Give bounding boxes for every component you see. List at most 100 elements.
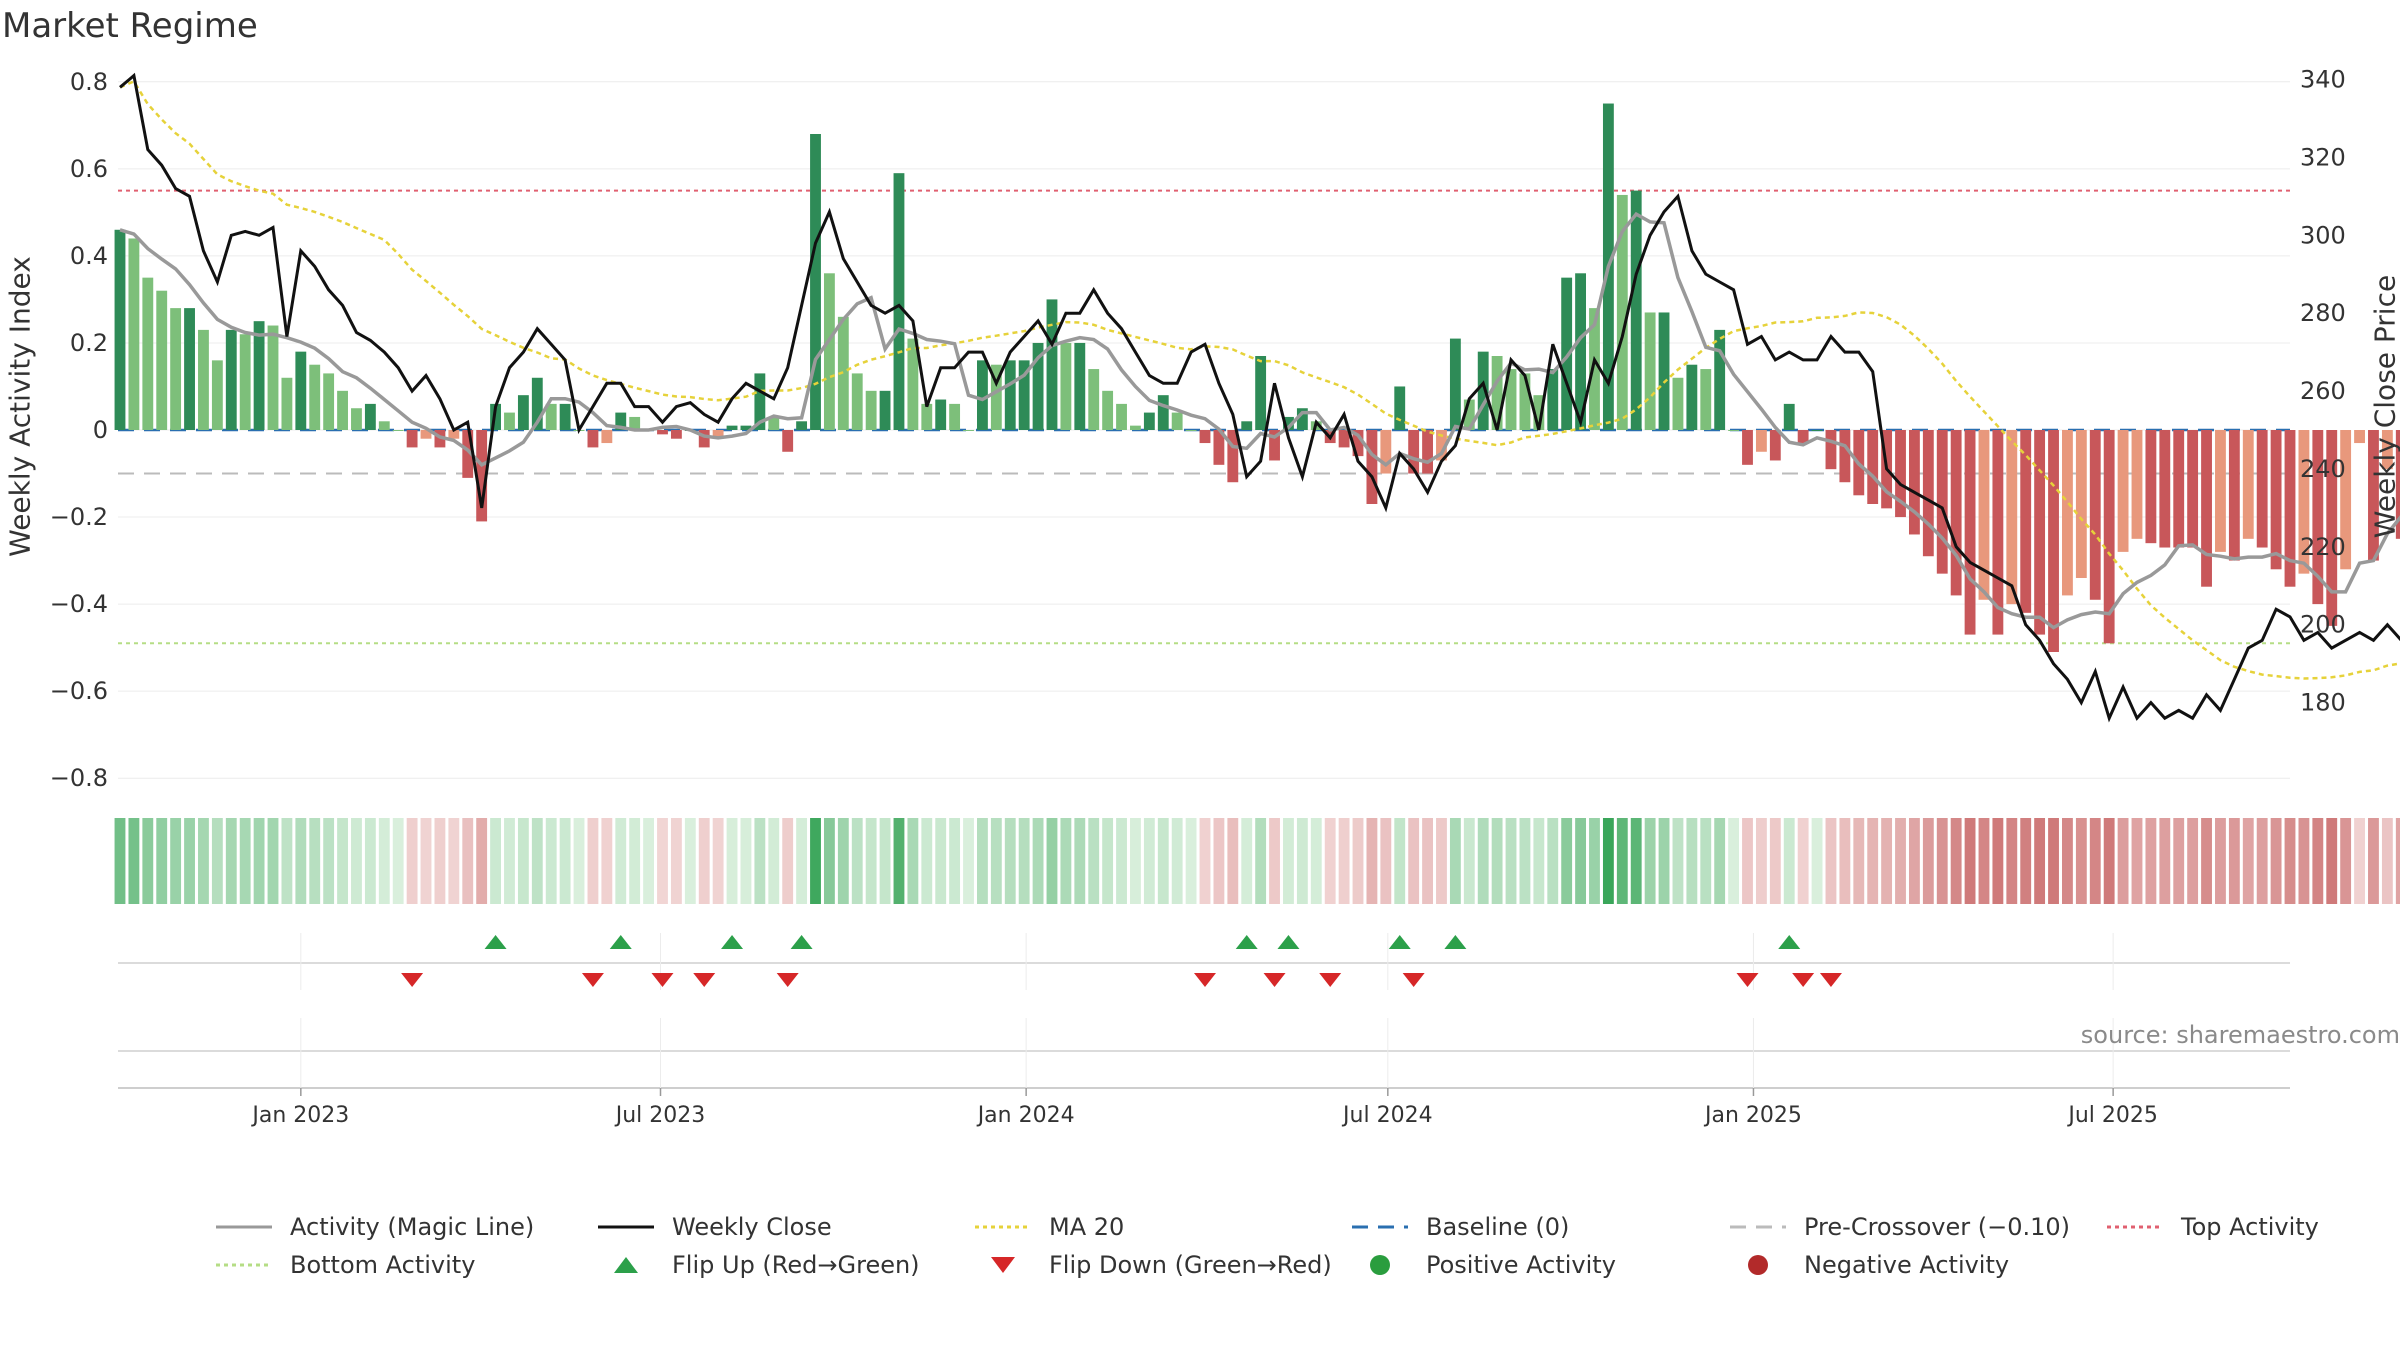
heat-cell [1978,818,1990,904]
heat-cell [1157,818,1169,904]
heat-cell [1853,818,1865,904]
activity-bar [1408,430,1420,474]
heat-cell [740,818,752,904]
heat-cell [1547,818,1559,904]
heat-cell [782,818,794,904]
heat-cell [2048,818,2059,904]
flip-up-marker [1444,935,1467,949]
activity-bar [1213,430,1225,465]
legend-item-precrossover: Pre-Crossover (−0.10) [1730,1212,2070,1242]
activity-bar [2187,430,2199,548]
heat-cell [253,818,265,904]
activity-bar [1463,399,1475,430]
activity-bar [2020,430,2032,613]
heat-cell [1046,818,1058,904]
activity-bar [670,430,682,439]
activity-bar [921,403,933,430]
heat-cell [1171,818,1183,904]
activity-bar [128,238,140,430]
activity-bar [1658,312,1670,430]
heat-cell [1060,818,1072,904]
heat-cell [629,818,641,904]
heat-cell [1602,818,1614,904]
dotted-yellow-line-icon [975,1225,1031,1229]
heat-cell [837,818,849,904]
heat-cell [1950,818,1962,904]
activity-bar [1992,430,2004,635]
activity-bar [1547,369,1559,430]
activity-bar [615,412,627,430]
activity-bar [1255,356,1267,430]
legend-label: Activity (Magic Line) [290,1213,535,1241]
heat-cell [1394,818,1406,904]
activity-bar [893,173,905,431]
activity-bar [1074,342,1086,430]
flip-down-marker [401,973,424,987]
green-dot-icon [1370,1255,1390,1275]
activity-bar [2340,430,2352,570]
heat-cell [1755,818,1767,904]
activity-bar [504,412,515,430]
activity-bar [2312,430,2324,605]
legend-label: Top Activity [2181,1213,2319,1241]
activity-bar [1032,342,1044,430]
flip-down-marker [776,973,799,987]
y-axis-label-right: Weekly Close Price [2368,274,2400,539]
activity-bar [198,329,209,430]
heat-cell [893,818,905,904]
heat-cell [1895,818,1906,904]
flip-up-marker [1778,935,1801,949]
y-tick-label-right: 180 [2300,689,2346,717]
heat-cell [2312,818,2324,904]
heat-cell [1310,818,1322,904]
heat-cell [823,818,835,904]
heat-cell [531,818,543,904]
activity-bar [851,373,863,430]
legend-label: Positive Activity [1426,1251,1616,1279]
activity-bar [796,421,808,430]
heat-cell [1199,818,1211,904]
legend-item-weekly-close: Weekly Close [598,1212,832,1242]
activity-bar [1436,430,1447,461]
activity-bar [156,290,168,430]
activity-bar [2159,430,2171,548]
activity-bar [1422,430,1433,474]
activity-bar [211,360,223,430]
heat-cell [1881,818,1893,904]
activity-bar [1714,329,1726,430]
activity-bar [1018,360,1030,430]
y-tick-label-right: 260 [2300,377,2346,405]
heat-cell [1700,818,1712,904]
activity-bar [1157,395,1169,430]
activity-bar [545,403,557,430]
heat-cell [1352,818,1364,904]
heat-cell [1783,818,1795,904]
heat-cell [1088,818,1100,904]
heat-cell [1366,818,1378,904]
activity-bar [1477,351,1489,430]
activity-bar [1199,430,1211,444]
heat-cell [2270,818,2282,904]
flip-down-marker [1319,973,1342,987]
heat-cell [517,818,529,904]
legend-item-negative-activity: Negative Activity [1730,1250,2009,1280]
activity-bar [963,430,974,431]
activity-bar [810,134,821,430]
heat-cell [2089,818,2101,904]
activity-bar [476,430,488,522]
heat-cell [1686,818,1698,904]
activity-bar [1394,386,1406,430]
dashed-gray-line-icon [1730,1225,1786,1229]
heat-cell [2187,818,2199,904]
activity-bar [2173,430,2185,548]
activity-bar [601,430,613,444]
flip-up-marker [609,935,632,949]
activity-bar [406,430,418,448]
activity-bar [2201,430,2212,587]
activity-bar [2089,430,2101,600]
heat-cell [1589,818,1600,904]
heat-cell [1630,818,1642,904]
y-tick-label-right: 340 [2300,65,2346,93]
flip-down-marker [1736,973,1759,987]
